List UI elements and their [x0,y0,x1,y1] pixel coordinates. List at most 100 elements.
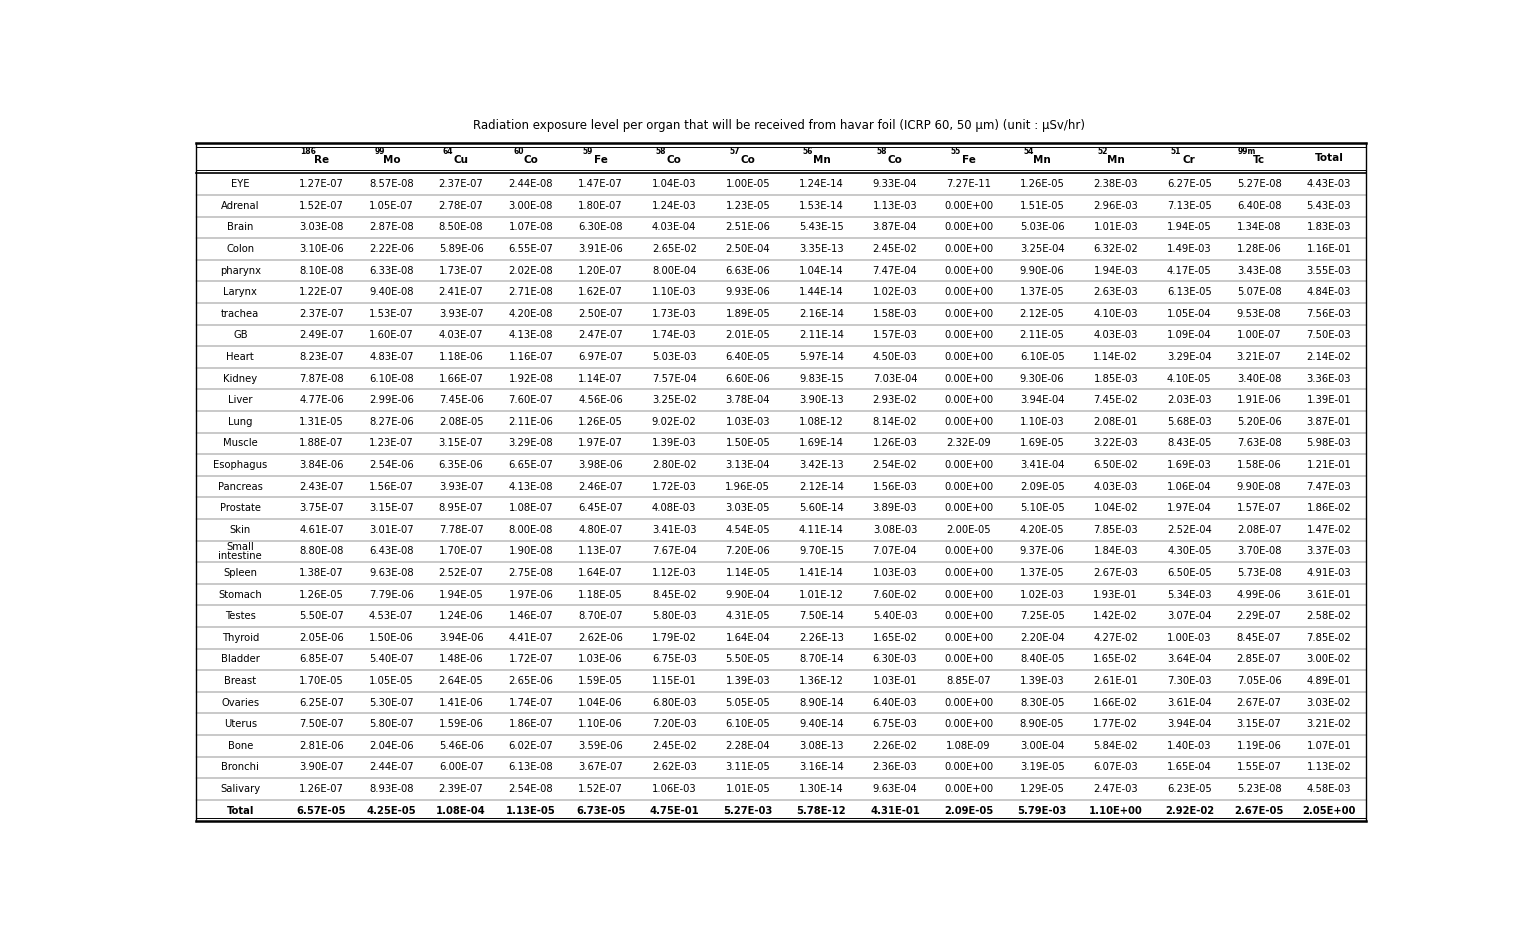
Text: 2.26E-13: 2.26E-13 [800,633,844,642]
Text: 1.37E-05: 1.37E-05 [1020,287,1064,298]
Text: Kidney: Kidney [223,374,257,384]
Text: Heart: Heart [226,352,254,362]
Text: 1.16E-01: 1.16E-01 [1306,244,1351,254]
Text: Thyroid: Thyroid [222,633,258,642]
Text: 0.00E+00: 0.00E+00 [944,482,993,491]
Text: 3.16E-14: 3.16E-14 [800,762,844,772]
Text: 3.98E-06: 3.98E-06 [578,460,623,470]
Text: 1.40E-03: 1.40E-03 [1167,741,1211,751]
Text: 3.21E-02: 3.21E-02 [1307,719,1351,730]
Text: 5.98E-03: 5.98E-03 [1307,438,1351,449]
Text: 1.01E-05: 1.01E-05 [725,784,771,794]
Text: 1.72E-03: 1.72E-03 [652,482,696,491]
Text: 0.00E+00: 0.00E+00 [944,546,993,556]
Text: Cu: Cu [453,156,468,166]
Text: 1.50E-06: 1.50E-06 [369,633,413,642]
Text: 1.94E-05: 1.94E-05 [1167,222,1211,233]
Text: 3.91E-06: 3.91E-06 [578,244,623,254]
Text: 3.00E-08: 3.00E-08 [509,201,553,210]
Text: 1.59E-05: 1.59E-05 [578,676,623,686]
Text: 0.00E+00: 0.00E+00 [944,352,993,362]
Text: 2.03E-03: 2.03E-03 [1167,395,1211,405]
Text: 2.04E-06: 2.04E-06 [369,741,413,751]
Text: 1.49E-03: 1.49E-03 [1167,244,1211,254]
Text: 1.53E-07: 1.53E-07 [369,309,413,319]
Text: 59: 59 [582,146,593,156]
Text: Co: Co [888,156,903,166]
Text: 1.39E-03: 1.39E-03 [725,676,771,686]
Text: 1.70E-05: 1.70E-05 [299,676,344,686]
Text: 2.96E-03: 2.96E-03 [1093,201,1138,210]
Text: 1.55E-07: 1.55E-07 [1237,762,1281,772]
Text: 1.93E-01: 1.93E-01 [1093,590,1138,600]
Text: 3.10E-06: 3.10E-06 [299,244,344,254]
Text: 4.11E-14: 4.11E-14 [800,525,844,535]
Text: Muscle: Muscle [223,438,258,449]
Text: 3.64E-04: 3.64E-04 [1167,654,1211,665]
Text: intestine: intestine [219,552,263,561]
Text: 1.01E-03: 1.01E-03 [1093,222,1138,233]
Text: 1.27E-07: 1.27E-07 [299,179,344,189]
Text: 3.03E-05: 3.03E-05 [725,503,771,514]
Text: 1.06E-04: 1.06E-04 [1167,482,1211,491]
Text: 2.87E-08: 2.87E-08 [369,222,413,233]
Text: 2.50E-07: 2.50E-07 [578,309,623,319]
Text: 7.25E-05: 7.25E-05 [1020,611,1064,621]
Text: 9.90E-08: 9.90E-08 [1237,482,1281,491]
Text: 3.90E-07: 3.90E-07 [299,762,344,772]
Text: 0.00E+00: 0.00E+00 [944,762,993,772]
Text: 3.29E-08: 3.29E-08 [509,438,553,449]
Text: 5.80E-03: 5.80E-03 [652,611,696,621]
Text: 1.52E-07: 1.52E-07 [578,784,623,794]
Text: 7.03E-04: 7.03E-04 [872,374,917,384]
Text: 7.60E-02: 7.60E-02 [872,590,918,600]
Text: 1.14E-05: 1.14E-05 [725,568,771,578]
Text: 2.49E-07: 2.49E-07 [299,330,344,340]
Text: 2.85E-07: 2.85E-07 [1237,654,1281,665]
Text: 2.16E-14: 2.16E-14 [800,309,844,319]
Text: 1.74E-07: 1.74E-07 [509,698,553,707]
Text: 1.97E-04: 1.97E-04 [1167,503,1211,514]
Text: 1.18E-06: 1.18E-06 [439,352,483,362]
Text: 1.01E-12: 1.01E-12 [800,590,844,600]
Text: 2.62E-03: 2.62E-03 [652,762,696,772]
Text: 1.83E-03: 1.83E-03 [1307,222,1351,233]
Text: Total: Total [226,806,254,816]
Text: 54: 54 [1024,146,1034,156]
Text: 1.24E-14: 1.24E-14 [800,179,844,189]
Text: 1.51E-05: 1.51E-05 [1020,201,1064,210]
Text: 7.05E-06: 7.05E-06 [1237,676,1281,686]
Text: 56: 56 [803,146,813,156]
Text: 1.97E-07: 1.97E-07 [578,438,623,449]
Text: 0.00E+00: 0.00E+00 [944,330,993,340]
Text: 1.02E-03: 1.02E-03 [872,287,917,298]
Text: 1.89E-05: 1.89E-05 [725,309,771,319]
Text: 1.64E-07: 1.64E-07 [578,568,623,578]
Text: Mn: Mn [1034,156,1050,166]
Text: 4.31E-05: 4.31E-05 [725,611,771,621]
Text: 9.40E-08: 9.40E-08 [369,287,413,298]
Text: 1.74E-03: 1.74E-03 [652,330,696,340]
Text: 8.10E-08: 8.10E-08 [299,265,344,275]
Text: 1.23E-05: 1.23E-05 [725,201,771,210]
Text: 1.10E-03: 1.10E-03 [652,287,696,298]
Text: 55: 55 [950,146,961,156]
Text: 4.20E-08: 4.20E-08 [509,309,553,319]
Text: 3.08E-13: 3.08E-13 [800,741,844,751]
Text: 1.65E-02: 1.65E-02 [872,633,918,642]
Text: 7.45E-02: 7.45E-02 [1093,395,1138,405]
Text: 1.04E-02: 1.04E-02 [1093,503,1138,514]
Text: 0.00E+00: 0.00E+00 [944,222,993,233]
Text: 8.70E-14: 8.70E-14 [800,654,844,665]
Text: 2.45E-02: 2.45E-02 [652,741,696,751]
Text: 3.89E-03: 3.89E-03 [872,503,917,514]
Text: 3.29E-04: 3.29E-04 [1167,352,1211,362]
Text: 58: 58 [877,146,888,156]
Text: 60: 60 [514,146,524,156]
Text: 2.02E-08: 2.02E-08 [509,265,553,275]
Text: Re: Re [315,156,330,166]
Text: 1.31E-05: 1.31E-05 [299,417,344,426]
Text: 1.72E-07: 1.72E-07 [508,654,553,665]
Text: 2.01E-05: 2.01E-05 [725,330,771,340]
Text: 8.14E-02: 8.14E-02 [872,417,917,426]
